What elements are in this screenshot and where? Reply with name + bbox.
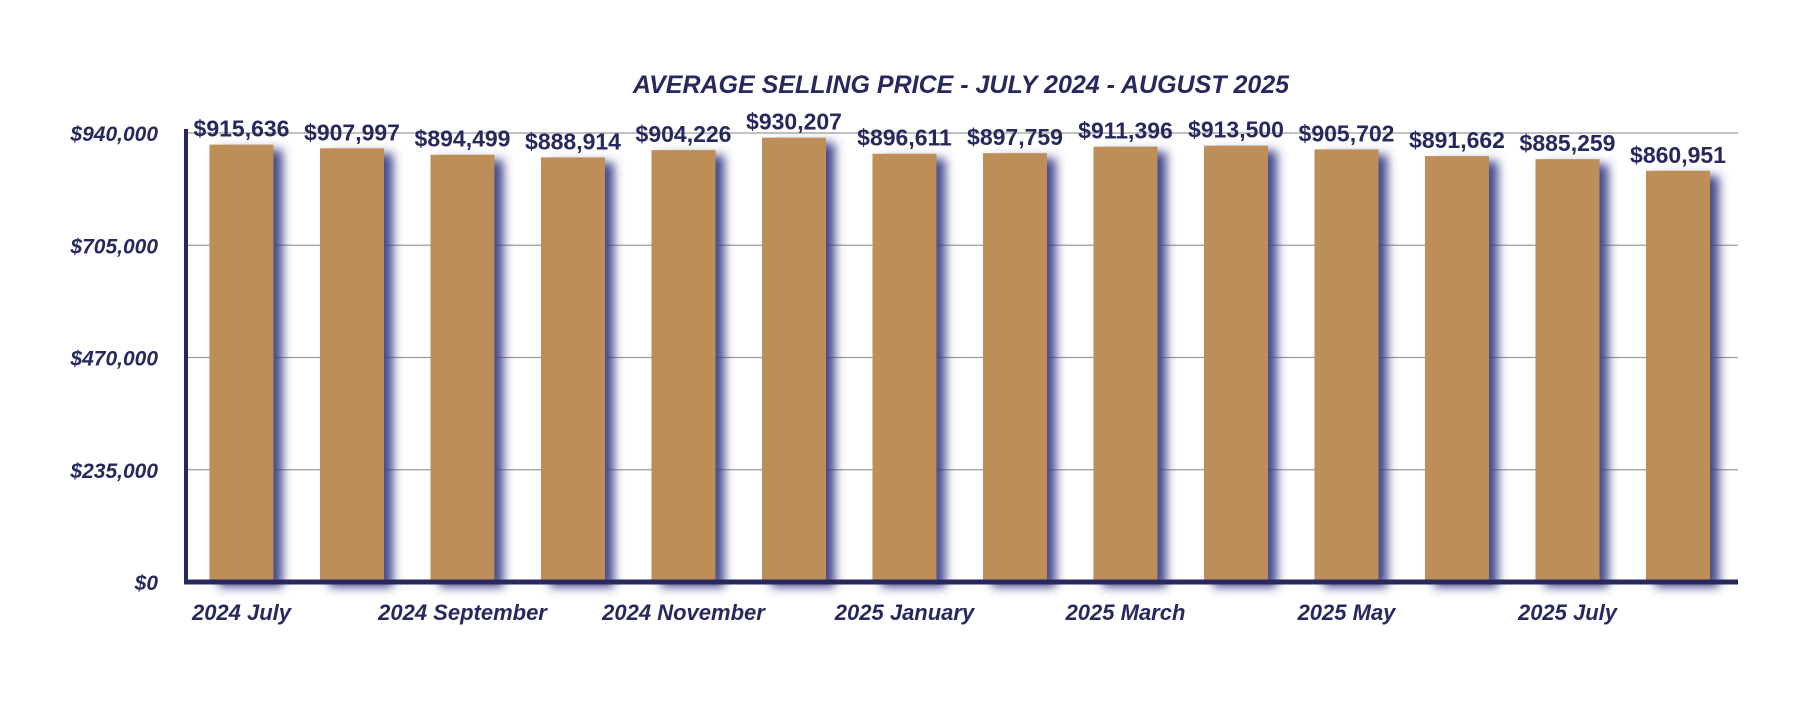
bar-2025-april [1204,145,1268,583]
data-label: $897,759 [967,124,1063,150]
bar-2024-september [430,154,495,582]
axes [184,129,1738,585]
data-label: $911,396 [1078,118,1173,144]
data-label: $885,259 [1520,130,1616,156]
y-tick-label: $470,000 [69,348,158,371]
data-label: $915,636 [194,116,290,142]
bar-2024-november [651,150,716,582]
bar-2025-may [1314,149,1379,583]
y-tick-label: $235,000 [69,460,158,483]
data-label: $891,662 [1409,127,1505,153]
bar-2024-july [209,144,274,582]
data-label: $913,500 [1188,117,1284,143]
bar-2024-december [762,137,826,582]
bar-2024-october [541,157,605,582]
data-label: $860,951 [1630,142,1726,168]
y-tick-label: $940,000 [69,123,158,146]
x-tick-label: 2024 July [191,600,293,625]
y-axis-tick-labels: $0 $235,000 $470,000 $705,000 $940,000 [69,123,158,595]
y-tick-label: $705,000 [69,235,158,258]
bar-2025-february [983,153,1047,582]
data-label: $904,226 [636,121,732,147]
data-label: $888,914 [525,128,621,154]
data-label: $896,611 [857,125,952,151]
data-label: $905,702 [1299,120,1395,146]
chart-title: AVERAGE SELLING PRICE - JULY 2024 - AUGU… [632,71,1290,99]
bar-2025-july [1535,159,1600,582]
bar-2024-august [320,148,384,582]
grid-lines [186,132,1738,471]
x-tick-label: 2025 March [1065,600,1186,625]
y-tick-label: $0 [134,572,159,595]
bar-2025-june [1425,156,1489,582]
bars [209,137,1710,583]
bar-2025-march [1093,146,1158,583]
data-label: $930,207 [746,109,842,135]
x-tick-label: 2024 September [377,600,548,625]
bar-2025-january [872,153,937,583]
data-label: $894,499 [415,126,511,152]
x-axis-tick-labels: 2024 July 2024 September 2024 November 2025… [191,600,1619,625]
data-label: $907,997 [304,119,400,145]
bar-2025-august [1646,170,1710,582]
x-tick-label: 2024 November [601,600,766,625]
x-tick-label: 2025 July [1517,600,1619,625]
data-labels: $915,636 $907,997 $894,499 $888,914 $904,226… [194,109,1727,168]
x-tick-label: 2025 January [834,600,976,625]
x-tick-label: 2025 May [1297,600,1398,625]
